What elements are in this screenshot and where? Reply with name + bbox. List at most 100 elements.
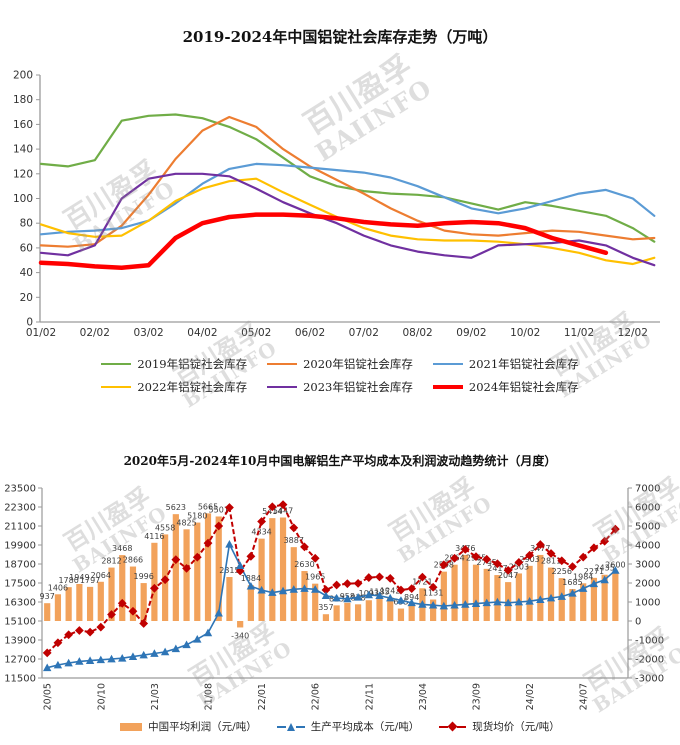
series-line-2021 xyxy=(39,162,656,236)
right-y-tick-label: -1000 xyxy=(635,636,664,647)
diamond-marker xyxy=(321,585,331,595)
x-tick-label: 05/02 xyxy=(241,327,271,339)
triangle-marker xyxy=(150,649,159,657)
triangle-marker xyxy=(579,584,588,592)
diamond-marker xyxy=(525,550,534,560)
legend-label: 2024年铝锭社会库存 xyxy=(468,380,579,394)
x-tick-label: 07/02 xyxy=(349,327,379,339)
triangle-marker xyxy=(589,579,599,588)
profit-bar xyxy=(204,513,212,621)
triangle-marker xyxy=(364,590,373,599)
legend-item-2023: 2023年铝锭社会库存 xyxy=(267,379,413,395)
diamond-marker xyxy=(117,598,127,608)
profit-bar xyxy=(483,568,490,621)
triangle-marker xyxy=(300,584,309,592)
x-tick-label: 21/08 xyxy=(204,683,215,710)
legend-swatch xyxy=(120,722,143,731)
x-tick-label: 02/02 xyxy=(80,327,110,339)
legend-item-2021: 2021年铝锭社会库存 xyxy=(432,356,579,372)
triangle-marker xyxy=(482,598,491,607)
left-y-tick-label: 13900 xyxy=(4,636,36,647)
bar-value-label: 1721 xyxy=(412,577,432,586)
bar-value-label: 3468 xyxy=(112,544,132,553)
y-tick-label: 80 xyxy=(20,218,33,230)
x-tick-label: 09/02 xyxy=(456,327,486,339)
legend-label: 2019年铝锭社会库存 xyxy=(137,357,248,371)
diamond-marker xyxy=(418,572,427,582)
profit-bar xyxy=(408,604,415,621)
bar-value-label: 4116 xyxy=(144,532,164,541)
legend-swatch xyxy=(267,362,298,366)
triangle-marker xyxy=(246,581,256,590)
profit-bar xyxy=(237,621,244,628)
profit-bar xyxy=(108,567,115,621)
legend-label: 中国平均利润（元/吨） xyxy=(148,721,257,733)
bar-value-label: 2630 xyxy=(294,560,314,569)
profit-bar xyxy=(472,564,480,621)
legend-swatch xyxy=(101,362,132,366)
triangle-marker xyxy=(450,600,459,609)
bar-value-label: 5414 xyxy=(262,507,282,516)
diamond-marker xyxy=(385,573,395,583)
x-tick-label: 20/05 xyxy=(43,683,54,710)
top-chart-legend: 2019年铝锭社会库存 2020年铝锭社会库存 2021年铝锭社会库存 2022… xyxy=(0,356,680,395)
left-y-tick-label: 22300 xyxy=(4,503,36,514)
profit-bar xyxy=(354,604,362,621)
legend-item-cost: 生产平均成本（元/吨） xyxy=(276,719,419,734)
legend-label: 2021年铝锭社会库存 xyxy=(468,357,579,371)
profit-bar xyxy=(140,583,147,621)
profit-bar xyxy=(301,571,308,621)
triangle-marker xyxy=(289,585,298,593)
x-tick-label: 01/02 xyxy=(26,327,56,339)
diamond-marker xyxy=(246,551,256,561)
left-y-tick-label: 15100 xyxy=(4,617,36,628)
bar-value-label: 5180 xyxy=(187,512,207,521)
triangle-marker xyxy=(471,599,481,607)
diamond-marker xyxy=(535,540,545,549)
triangle-marker-icon xyxy=(286,722,295,731)
diamond-marker xyxy=(85,627,95,637)
profit-bar xyxy=(344,602,351,621)
profit-bar xyxy=(65,587,72,621)
x-tick-label: 11/02 xyxy=(564,327,594,339)
profit-bar xyxy=(387,597,394,621)
bottom-chart-title: 2020年5月-2024年10月中国电解铝生产平均成本及利润波动趋势统计（月度） xyxy=(123,454,557,468)
profit-bar xyxy=(526,565,533,621)
x-tick-label: 23/09 xyxy=(472,683,483,710)
series-line-2023 xyxy=(39,172,656,267)
triangle-marker xyxy=(64,658,73,667)
x-tick-label: 22/06 xyxy=(311,683,322,710)
bar-value-label: 5501 xyxy=(209,505,229,514)
triangle-marker xyxy=(407,598,416,607)
profit-bar xyxy=(440,571,447,621)
series-line-2020 xyxy=(39,115,656,248)
y-tick-label: 140 xyxy=(13,144,33,156)
profit-bar xyxy=(376,598,383,621)
triangle-marker xyxy=(85,656,95,664)
legend-swatch xyxy=(267,385,298,389)
bar-value-label: 4558 xyxy=(155,523,175,532)
triangle-marker xyxy=(396,596,406,604)
triangle-marker xyxy=(546,593,556,602)
triangle-marker xyxy=(321,591,331,600)
profit-bar xyxy=(86,586,94,621)
diamond-marker xyxy=(107,610,116,619)
bar-value-label: 1131 xyxy=(423,589,443,598)
legend-item-2022: 2022年铝锭社会库存 xyxy=(101,379,247,395)
profit-bar xyxy=(537,554,544,621)
diamond-marker xyxy=(267,502,277,512)
triangle-marker xyxy=(75,657,84,665)
triangle-marker xyxy=(418,600,427,608)
right-y-tick-label: 3000 xyxy=(635,560,660,571)
diamond-marker xyxy=(278,500,288,510)
left-y-tick-label: 18700 xyxy=(4,560,36,571)
x-tick-label: 22/11 xyxy=(364,683,375,710)
triangle-marker xyxy=(386,593,395,602)
x-tick-label: 20/10 xyxy=(96,683,107,710)
profit-bar xyxy=(269,518,276,621)
diamond-marker xyxy=(257,517,266,526)
diamond-marker xyxy=(74,626,84,635)
profit-bar xyxy=(247,585,254,621)
profit-bar xyxy=(322,614,330,621)
diamond-marker xyxy=(128,606,138,616)
